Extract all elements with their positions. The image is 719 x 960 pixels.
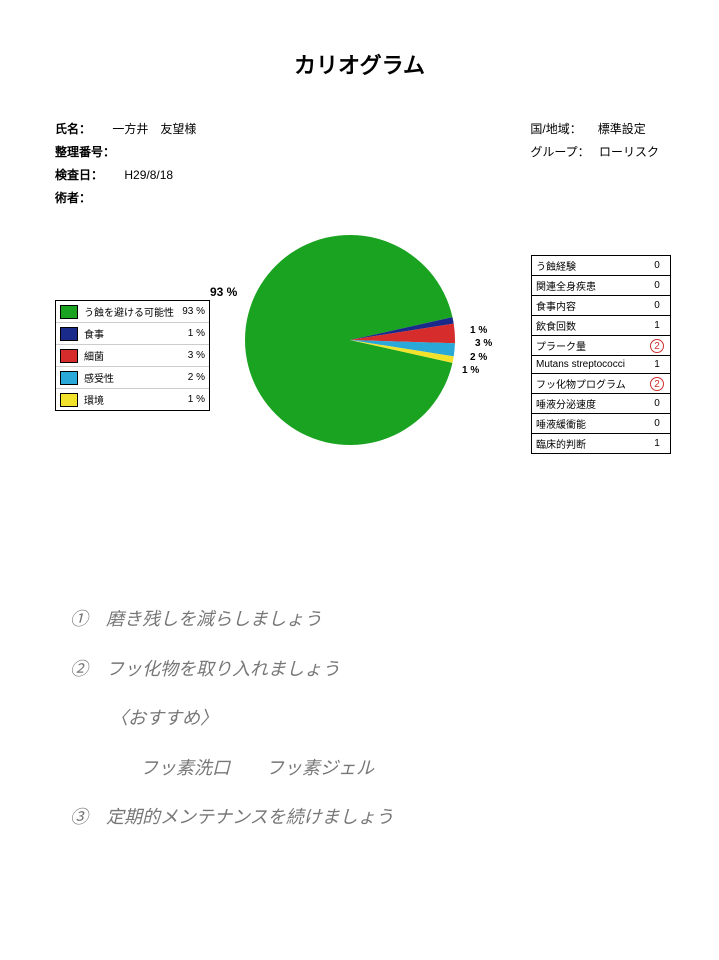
circled-value: 2 xyxy=(650,339,664,353)
score-label: 唾液分泌速度 xyxy=(536,396,648,411)
score-label: 飲食回数 xyxy=(536,318,648,333)
score-label: フッ化物プログラム xyxy=(536,376,648,391)
name-label: 氏名： xyxy=(55,120,91,137)
legend-label: 感受性 xyxy=(84,370,175,385)
score-value: 0 xyxy=(648,300,666,311)
score-value: 2 xyxy=(648,377,666,391)
legend-label: 細菌 xyxy=(84,348,175,363)
pie-slice-label-4: 1 % xyxy=(462,365,479,376)
score-value: 0 xyxy=(648,280,666,291)
score-value: 1 xyxy=(648,359,666,370)
pie-slice-label-3: 2 % xyxy=(470,352,487,363)
score-box: う蝕経験0関連全身疾患0食事内容0飲食回数1プラーク量2Mutans strep… xyxy=(531,255,671,454)
note-line-4: フッ素洗口 フッ素ジェル xyxy=(140,749,394,789)
score-value: 1 xyxy=(648,320,666,331)
note-line-2: ② フッ化物を取り入れましょう xyxy=(70,650,394,690)
group-value: ローリスク xyxy=(599,143,659,160)
score-row: 唾液緩衝能0 xyxy=(532,414,670,434)
group-label: グループ： xyxy=(530,143,589,160)
note-line-5: ③ 定期的メンテナンスを続けましょう xyxy=(70,798,394,838)
legend-pct: 1 % xyxy=(175,394,205,405)
score-label: 食事内容 xyxy=(536,298,648,313)
score-label: う蝕経験 xyxy=(536,258,648,273)
operator-label: 術者： xyxy=(55,189,91,206)
page-title: カリオグラム xyxy=(0,0,719,80)
score-value: 2 xyxy=(648,339,666,353)
legend-swatch xyxy=(60,327,78,341)
legend-swatch xyxy=(60,371,78,385)
legend-row: 感受性2 % xyxy=(56,367,209,389)
legend-label: 食事 xyxy=(84,326,175,341)
date-label: 検査日： xyxy=(55,166,103,183)
legend-label: 環境 xyxy=(84,392,175,407)
score-label: 関連全身疾患 xyxy=(536,278,648,293)
pie-chart xyxy=(240,230,460,450)
legend-pct: 1 % xyxy=(175,328,205,339)
score-row: 飲食回数1 xyxy=(532,316,670,336)
legend-swatch xyxy=(60,305,78,319)
circled-value: 2 xyxy=(650,377,664,391)
score-row: 関連全身疾患0 xyxy=(532,276,670,296)
legend-swatch xyxy=(60,349,78,363)
region-label: 国/地域： xyxy=(530,120,588,137)
header-left: 氏名： 一方井 友望様 整理番号： 検査日： H29/8/18 術者： xyxy=(55,120,196,212)
score-value: 0 xyxy=(648,398,666,409)
score-row: Mutans streptococci1 xyxy=(532,356,670,374)
legend-pct: 93 % xyxy=(175,306,205,317)
score-row: う蝕経験0 xyxy=(532,256,670,276)
pie-main-label: 93 % xyxy=(210,285,237,299)
legend-row: 細菌3 % xyxy=(56,345,209,367)
note-line-1: ① 磨き残しを減らしましょう xyxy=(70,600,394,640)
score-value: 1 xyxy=(648,438,666,449)
score-row: 唾液分泌速度0 xyxy=(532,394,670,414)
header-right: 国/地域： 標準設定 グループ： ローリスク xyxy=(530,120,659,166)
legend-row: う蝕を避ける可能性93 % xyxy=(56,301,209,323)
score-row: 臨床的判断1 xyxy=(532,434,670,453)
legend-pct: 3 % xyxy=(175,350,205,361)
name-value: 一方井 友望様 xyxy=(112,120,196,137)
pie-slice-label-1: 1 % xyxy=(470,325,487,336)
score-label: プラーク量 xyxy=(536,338,648,353)
score-value: 0 xyxy=(648,260,666,271)
score-label: 唾液緩衝能 xyxy=(536,416,648,431)
legend-pct: 2 % xyxy=(175,372,205,383)
score-row: フッ化物プログラム2 xyxy=(532,374,670,394)
date-value: H29/8/18 xyxy=(124,168,173,182)
legend-label: う蝕を避ける可能性 xyxy=(84,304,175,319)
region-value: 標準設定 xyxy=(598,120,646,137)
legend-row: 食事1 % xyxy=(56,323,209,345)
score-row: プラーク量2 xyxy=(532,336,670,356)
ref-label: 整理番号： xyxy=(55,143,115,160)
note-line-3: 〈おすすめ〉 xyxy=(110,699,394,739)
handwritten-notes: ① 磨き残しを減らしましょう ② フッ化物を取り入れましょう 〈おすすめ〉 フッ… xyxy=(70,600,394,848)
score-label: Mutans streptococci xyxy=(536,359,648,370)
pie-slice-label-2: 3 % xyxy=(475,338,492,349)
legend-swatch xyxy=(60,393,78,407)
score-row: 食事内容0 xyxy=(532,296,670,316)
legend-row: 環境1 % xyxy=(56,389,209,410)
legend-box: う蝕を避ける可能性93 %食事1 %細菌3 %感受性2 %環境1 % xyxy=(55,300,210,411)
score-label: 臨床的判断 xyxy=(536,436,648,451)
score-value: 0 xyxy=(648,418,666,429)
